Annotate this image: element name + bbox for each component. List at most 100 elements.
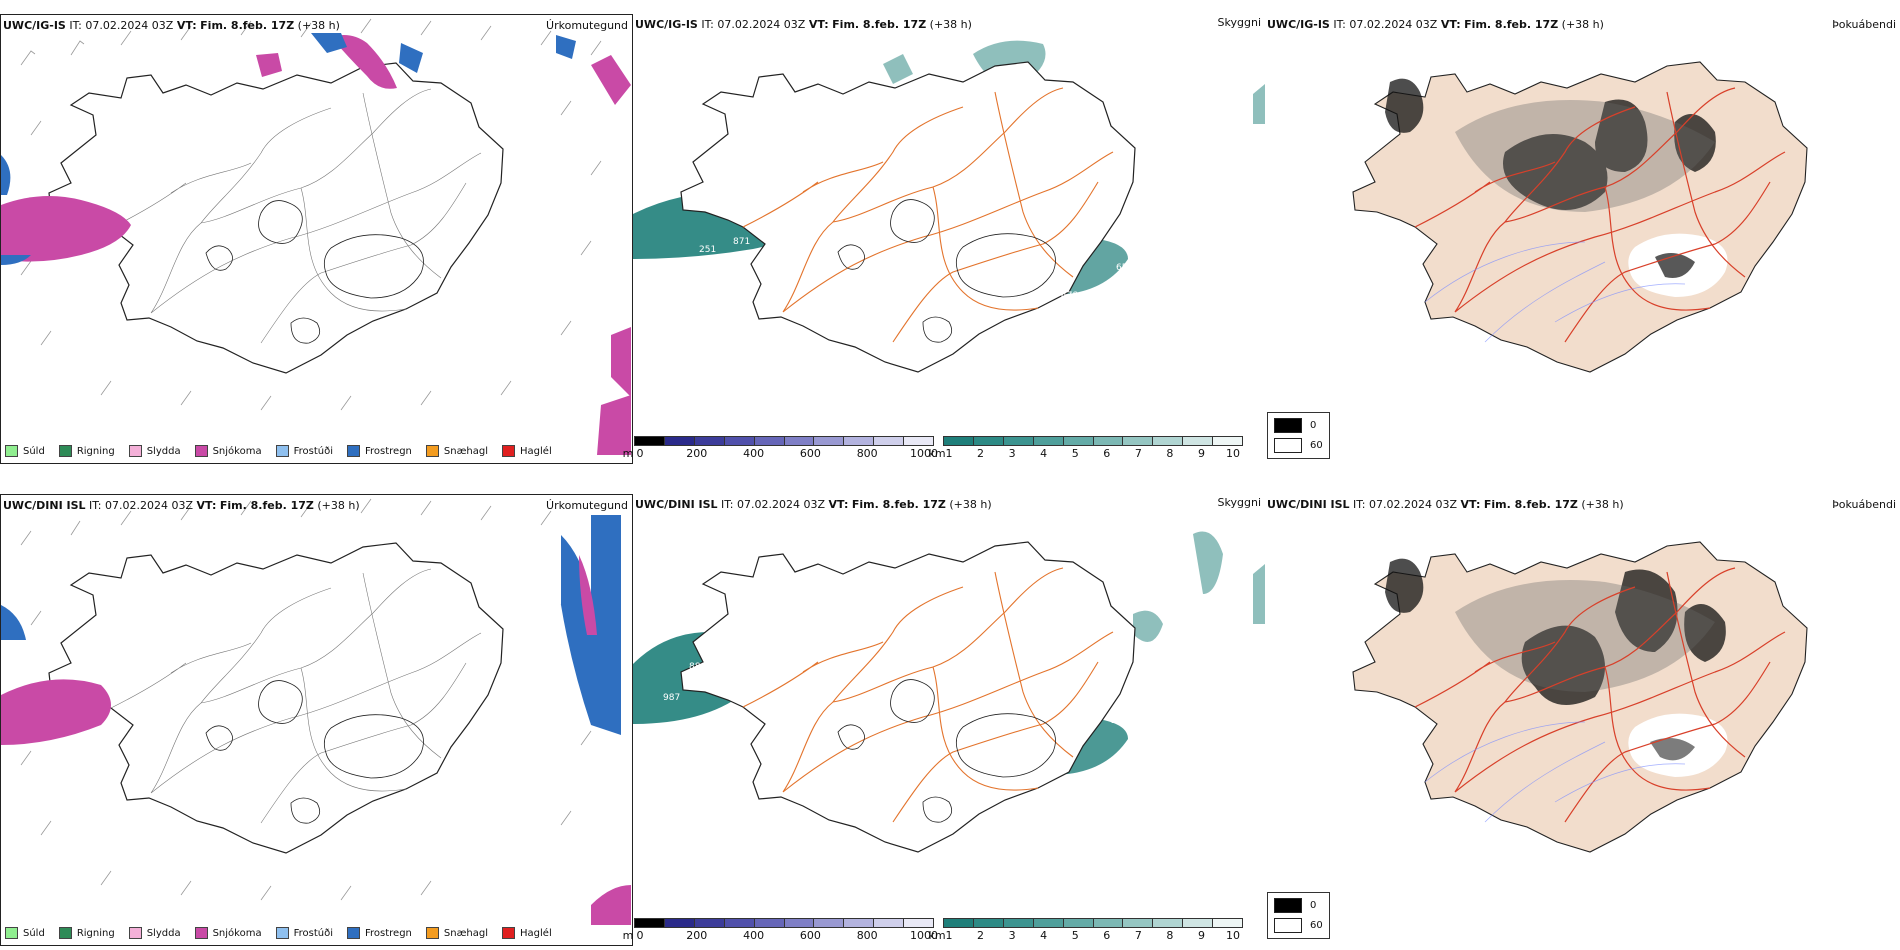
colorbar-tick: 6: [1103, 929, 1111, 942]
legend-item: Snæhagl: [425, 445, 488, 457]
it-label: IT:: [1333, 18, 1346, 31]
fog-key-value: 0: [1310, 420, 1317, 431]
vt-label: VT:: [1440, 18, 1461, 31]
panel-header: UWC/IG-IS IT: 07.02.2024 03Z VT: Fim. 8.…: [1267, 18, 1604, 31]
it-label: IT:: [89, 499, 102, 512]
fog-map-row2: [1352, 541, 1808, 853]
it-value: 07.02.2024 03Z: [1369, 498, 1458, 511]
colorbar-tick: 0: [636, 447, 644, 460]
colorbar-cell: [724, 919, 755, 927]
snow-area-north: [331, 35, 397, 89]
lead-time: (+38 h): [1561, 18, 1604, 31]
colorbar-cell: [844, 919, 875, 927]
legend-swatch: [425, 927, 439, 939]
cloud-label: 886: [689, 662, 706, 672]
lead-time: (+38 h): [1581, 498, 1624, 511]
legend-swatch: [347, 927, 360, 939]
legend-swatch: [58, 445, 72, 457]
snow-area-west: [1, 679, 111, 745]
fog-key-row: 60: [1274, 438, 1323, 453]
fog-key-row1: 0 60: [1267, 412, 1330, 459]
colorbar-tick: 4: [1040, 929, 1048, 942]
legend-swatch: [194, 445, 208, 457]
freezing-rain-edge-west: [1, 155, 31, 265]
lead-time: (+38 h): [929, 18, 972, 31]
precip-map-row2: [1, 498, 631, 925]
colorbar-cell: [973, 437, 1004, 445]
it-label: IT:: [701, 18, 714, 31]
legend-label: Haglél: [520, 927, 552, 939]
colorbar-cell: [814, 919, 845, 927]
colorbar-cell: [904, 919, 934, 927]
colorbar-cell: [1213, 437, 1243, 445]
snow-east: [579, 555, 597, 635]
colorbar-tick: 7: [1134, 929, 1142, 942]
colorbar-tick: 9: [1197, 447, 1205, 460]
lead-time: (+38 h): [949, 498, 992, 511]
colorbar-cell: [1213, 919, 1243, 927]
legend-item: Rigning: [58, 445, 115, 457]
it-label: IT:: [721, 498, 734, 511]
legend-label: Snjókoma: [212, 445, 262, 457]
fog-key-swatch: [1274, 918, 1302, 933]
colorbar-tick: 800: [856, 929, 878, 942]
cloud-base-colorbar: m 0 200 400 600 800 1000: [623, 436, 938, 460]
legend-label: Rigning: [76, 927, 115, 939]
legend-item: Snæhagl: [425, 927, 488, 939]
freezing-rain-north: [311, 33, 576, 73]
colorbar-cell: [973, 919, 1004, 927]
vt-value: Fim. 8.feb. 17Z: [219, 499, 314, 512]
legend-swatch: [194, 927, 208, 939]
colorbar-cell: [844, 437, 875, 445]
colorbar-cell: [1153, 919, 1184, 927]
cloud-panel-row1: 251 871 656 478 UWC/IG-IS IT: 07.02.2024…: [623, 14, 1265, 464]
legend-item: Snjókoma: [194, 445, 262, 457]
panel-title: Þokuábendi: [1832, 18, 1896, 31]
fog-key-row: 60: [1274, 918, 1323, 933]
colorbar-tick: 600: [799, 929, 821, 942]
colorbar-tick: 1: [945, 929, 953, 942]
colorbar-tick: 8: [1166, 447, 1174, 460]
cloud-label: 743: [963, 670, 980, 680]
fog-dark-north: [1385, 558, 1726, 705]
model-name: UWC/DINI ISL: [3, 499, 86, 512]
colorbar-cell: [1183, 437, 1214, 445]
vt-label: VT:: [196, 499, 217, 512]
colorbar-tick: 400: [743, 929, 765, 942]
colorbar-tick: 9: [1197, 929, 1205, 942]
colorbar-cell: [1003, 437, 1034, 445]
legend-swatch: [502, 927, 516, 939]
it-value: 07.02.2024 03Z: [737, 498, 826, 511]
snow-east-edge: [597, 327, 631, 455]
colorbar-cell: [944, 437, 974, 445]
model-name: UWC/IG-IS: [635, 18, 698, 31]
lead-time: (+38 h): [317, 499, 360, 512]
model-name: UWC/IG-IS: [3, 19, 66, 32]
colorbar-cell: [874, 919, 905, 927]
legend-label: Slydda: [146, 445, 181, 457]
colorbar-cell: [694, 919, 725, 927]
model-name: UWC/DINI ISL: [635, 498, 718, 511]
fog-key-row: 0: [1274, 418, 1323, 433]
fog-grey-band: [1455, 100, 1715, 212]
colorbar-tick: 1000: [910, 929, 938, 942]
legend-item: Súld: [5, 445, 45, 457]
legend-swatch: [5, 445, 18, 457]
legend-swatch: [347, 445, 360, 457]
fog-key-row2: 0 60: [1267, 892, 1330, 939]
precip-panel-row2: UWC/DINI ISL IT: 07.02.2024 03Z VT: Fim.…: [0, 494, 633, 946]
it-value: 07.02.2024 03Z: [717, 18, 806, 31]
visibility-colorbar: km 1 2 3 4 5 6 7 8 9 10: [928, 918, 1243, 942]
legend-swatch: [275, 927, 289, 939]
fog-key-value: 60: [1310, 920, 1323, 931]
vt-value: Fim. 8.feb. 17Z: [200, 19, 295, 32]
colorbar-cell: [1063, 437, 1094, 445]
legend-label: Súld: [23, 445, 45, 457]
snow-southeast: [591, 885, 631, 925]
colorbar-cell: [1063, 919, 1094, 927]
legend-item: Frostregn: [347, 445, 412, 457]
cloud-label: 871: [733, 237, 750, 247]
fog-key-swatch: [1274, 898, 1302, 913]
colorbar-tick: 6: [1103, 447, 1111, 460]
it-label: IT:: [69, 19, 82, 32]
